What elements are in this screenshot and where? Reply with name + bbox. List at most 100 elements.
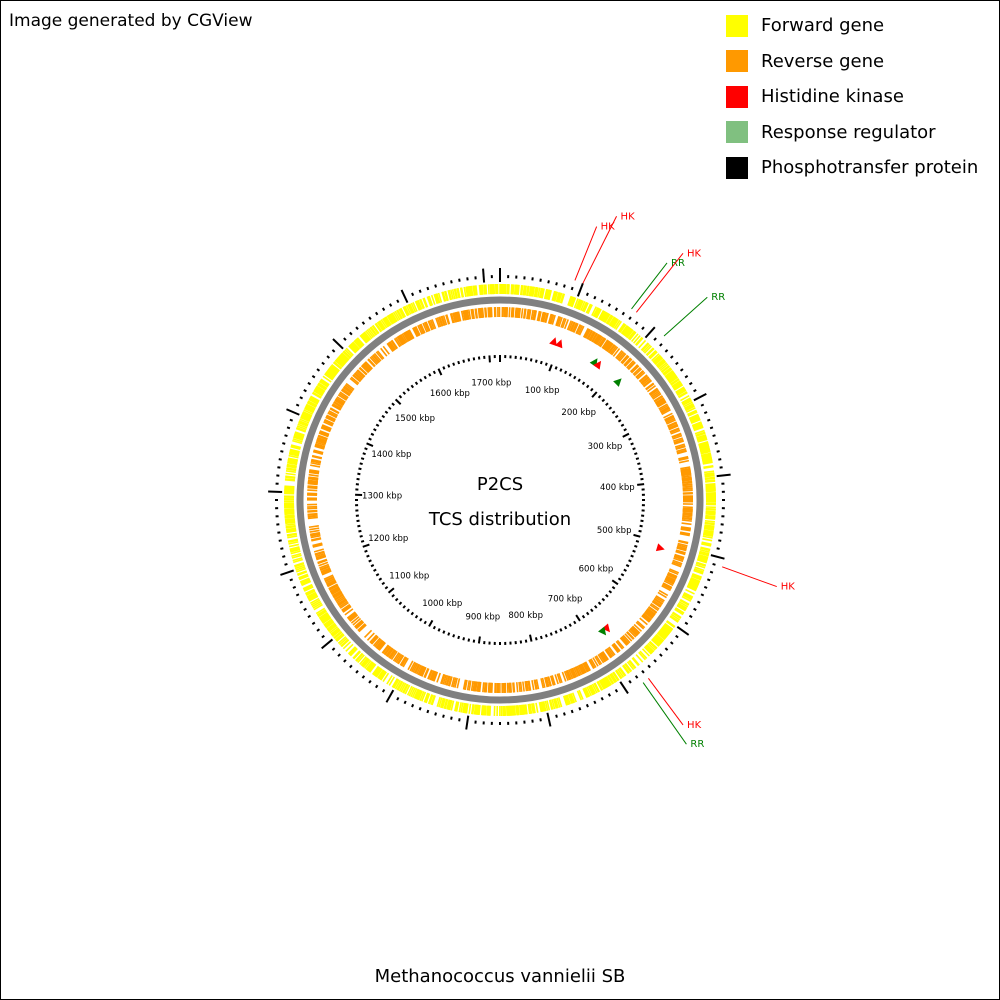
forward-gene-mark [620, 325, 628, 335]
forward-gene-mark [659, 363, 669, 372]
forward-gene-mark [330, 365, 339, 373]
forward-gene-mark [300, 415, 311, 422]
forward-gene-mark [698, 442, 709, 447]
forward-gene-mark [467, 286, 471, 297]
reverse-gene-mark [429, 670, 435, 681]
legend-label-histidine-kinase: Histidine kinase [761, 86, 904, 108]
forward-gene-mark [316, 609, 327, 616]
forward-gene-mark [386, 675, 393, 685]
reverse-gene-mark [393, 337, 401, 348]
forward-gene-mark [651, 353, 660, 362]
outer-minor-tick [355, 669, 359, 674]
forward-gene-mark [624, 328, 633, 338]
reverse-gene-mark [554, 674, 559, 685]
forward-gene-mark [453, 288, 458, 299]
forward-gene-mark [284, 487, 295, 490]
ruler-minor-tick [381, 414, 386, 419]
forward-gene-mark [663, 368, 673, 376]
forward-gene-mark [286, 530, 297, 534]
outer-minor-tick [343, 337, 347, 341]
forward-gene-mark [389, 313, 397, 323]
forward-gene-mark [585, 303, 592, 314]
reverse-gene-mark [558, 317, 563, 327]
forward-gene-mark [592, 307, 599, 317]
outer-minor-tick [280, 450, 284, 453]
ruler-minor-tick [452, 362, 456, 366]
reverse-gene-mark [339, 391, 349, 399]
forward-gene-mark [704, 520, 715, 523]
forward-gene-mark [301, 412, 312, 419]
forward-gene-mark [655, 358, 665, 367]
forward-gene-mark [286, 463, 297, 467]
ruler-minor-tick [447, 632, 451, 636]
forward-gene-mark [701, 456, 712, 460]
forward-gene-mark [345, 347, 354, 356]
forward-gene-mark [540, 288, 545, 299]
forward-gene-mark [576, 299, 583, 310]
reverse-gene-mark [649, 388, 659, 397]
reverse-gene-mark [308, 473, 319, 477]
forward-gene-mark [705, 516, 716, 520]
forward-gene-mark [301, 413, 312, 419]
outer-minor-tick [278, 539, 282, 542]
reverse-gene-mark [641, 377, 651, 386]
ruler-minor-tick [577, 378, 581, 383]
forward-gene-mark [573, 298, 579, 309]
reverse-gene-mark [352, 374, 362, 382]
forward-gene-mark [284, 486, 295, 489]
forward-gene-mark [643, 646, 652, 655]
reverse-gene-mark [682, 483, 693, 487]
reverse-gene-mark [590, 658, 597, 668]
forward-gene-mark [359, 656, 367, 665]
forward-gene-mark [355, 653, 364, 662]
reverse-gene-mark [551, 314, 556, 325]
ruler-minor-tick [628, 559, 632, 563]
reverse-gene-mark [682, 515, 693, 518]
outer-minor-tick [434, 712, 437, 716]
forward-gene-mark [689, 580, 699, 586]
reverse-gene-mark [385, 647, 393, 657]
outer-minor-tick [706, 578, 711, 582]
forward-gene-mark [510, 705, 513, 716]
reverse-gene-mark [669, 428, 680, 434]
forward-gene-mark [569, 296, 575, 307]
reverse-gene-mark [307, 515, 318, 518]
forward-gene-mark [291, 554, 302, 559]
reverse-gene-mark [587, 330, 594, 340]
forward-gene-mark [661, 626, 671, 634]
reverse-gene-mark [476, 681, 480, 692]
forward-gene-mark [406, 685, 413, 696]
reverse-gene-mark [356, 369, 366, 378]
outer-minor-tick [641, 326, 645, 331]
outer-major-tick [465, 715, 470, 730]
outer-minor-tick [450, 716, 453, 720]
forward-gene-mark [704, 526, 715, 530]
forward-gene-mark [377, 321, 385, 331]
ruler-minor-tick [410, 611, 415, 616]
outer-minor-tick [634, 675, 639, 679]
reverse-gene-mark [651, 600, 661, 608]
forward-gene-mark [352, 341, 361, 350]
forward-gene-mark [696, 435, 707, 441]
forward-gene-mark [286, 532, 297, 536]
forward-gene-mark [631, 657, 640, 667]
forward-gene-mark [475, 285, 478, 296]
forward-gene-mark [373, 666, 381, 676]
forward-gene-mark [416, 689, 422, 700]
forward-gene-mark [704, 472, 715, 475]
outer-minor-tick [303, 607, 307, 611]
outer-minor-tick [709, 426, 714, 430]
forward-gene-mark [705, 486, 716, 489]
reverse-gene-mark [425, 321, 431, 332]
reverse-gene-mark [326, 579, 336, 586]
forward-gene-mark [529, 286, 533, 297]
forward-gene-mark [292, 438, 303, 443]
outer-minor-tick [709, 570, 714, 574]
reverse-gene-mark [307, 485, 318, 488]
forward-gene-mark [360, 334, 368, 343]
forward-gene-mark [703, 530, 714, 534]
forward-gene-mark [300, 416, 310, 423]
outer-minor-tick [349, 664, 353, 669]
forward-gene-mark [330, 364, 340, 373]
reverse-gene-mark [622, 634, 631, 644]
